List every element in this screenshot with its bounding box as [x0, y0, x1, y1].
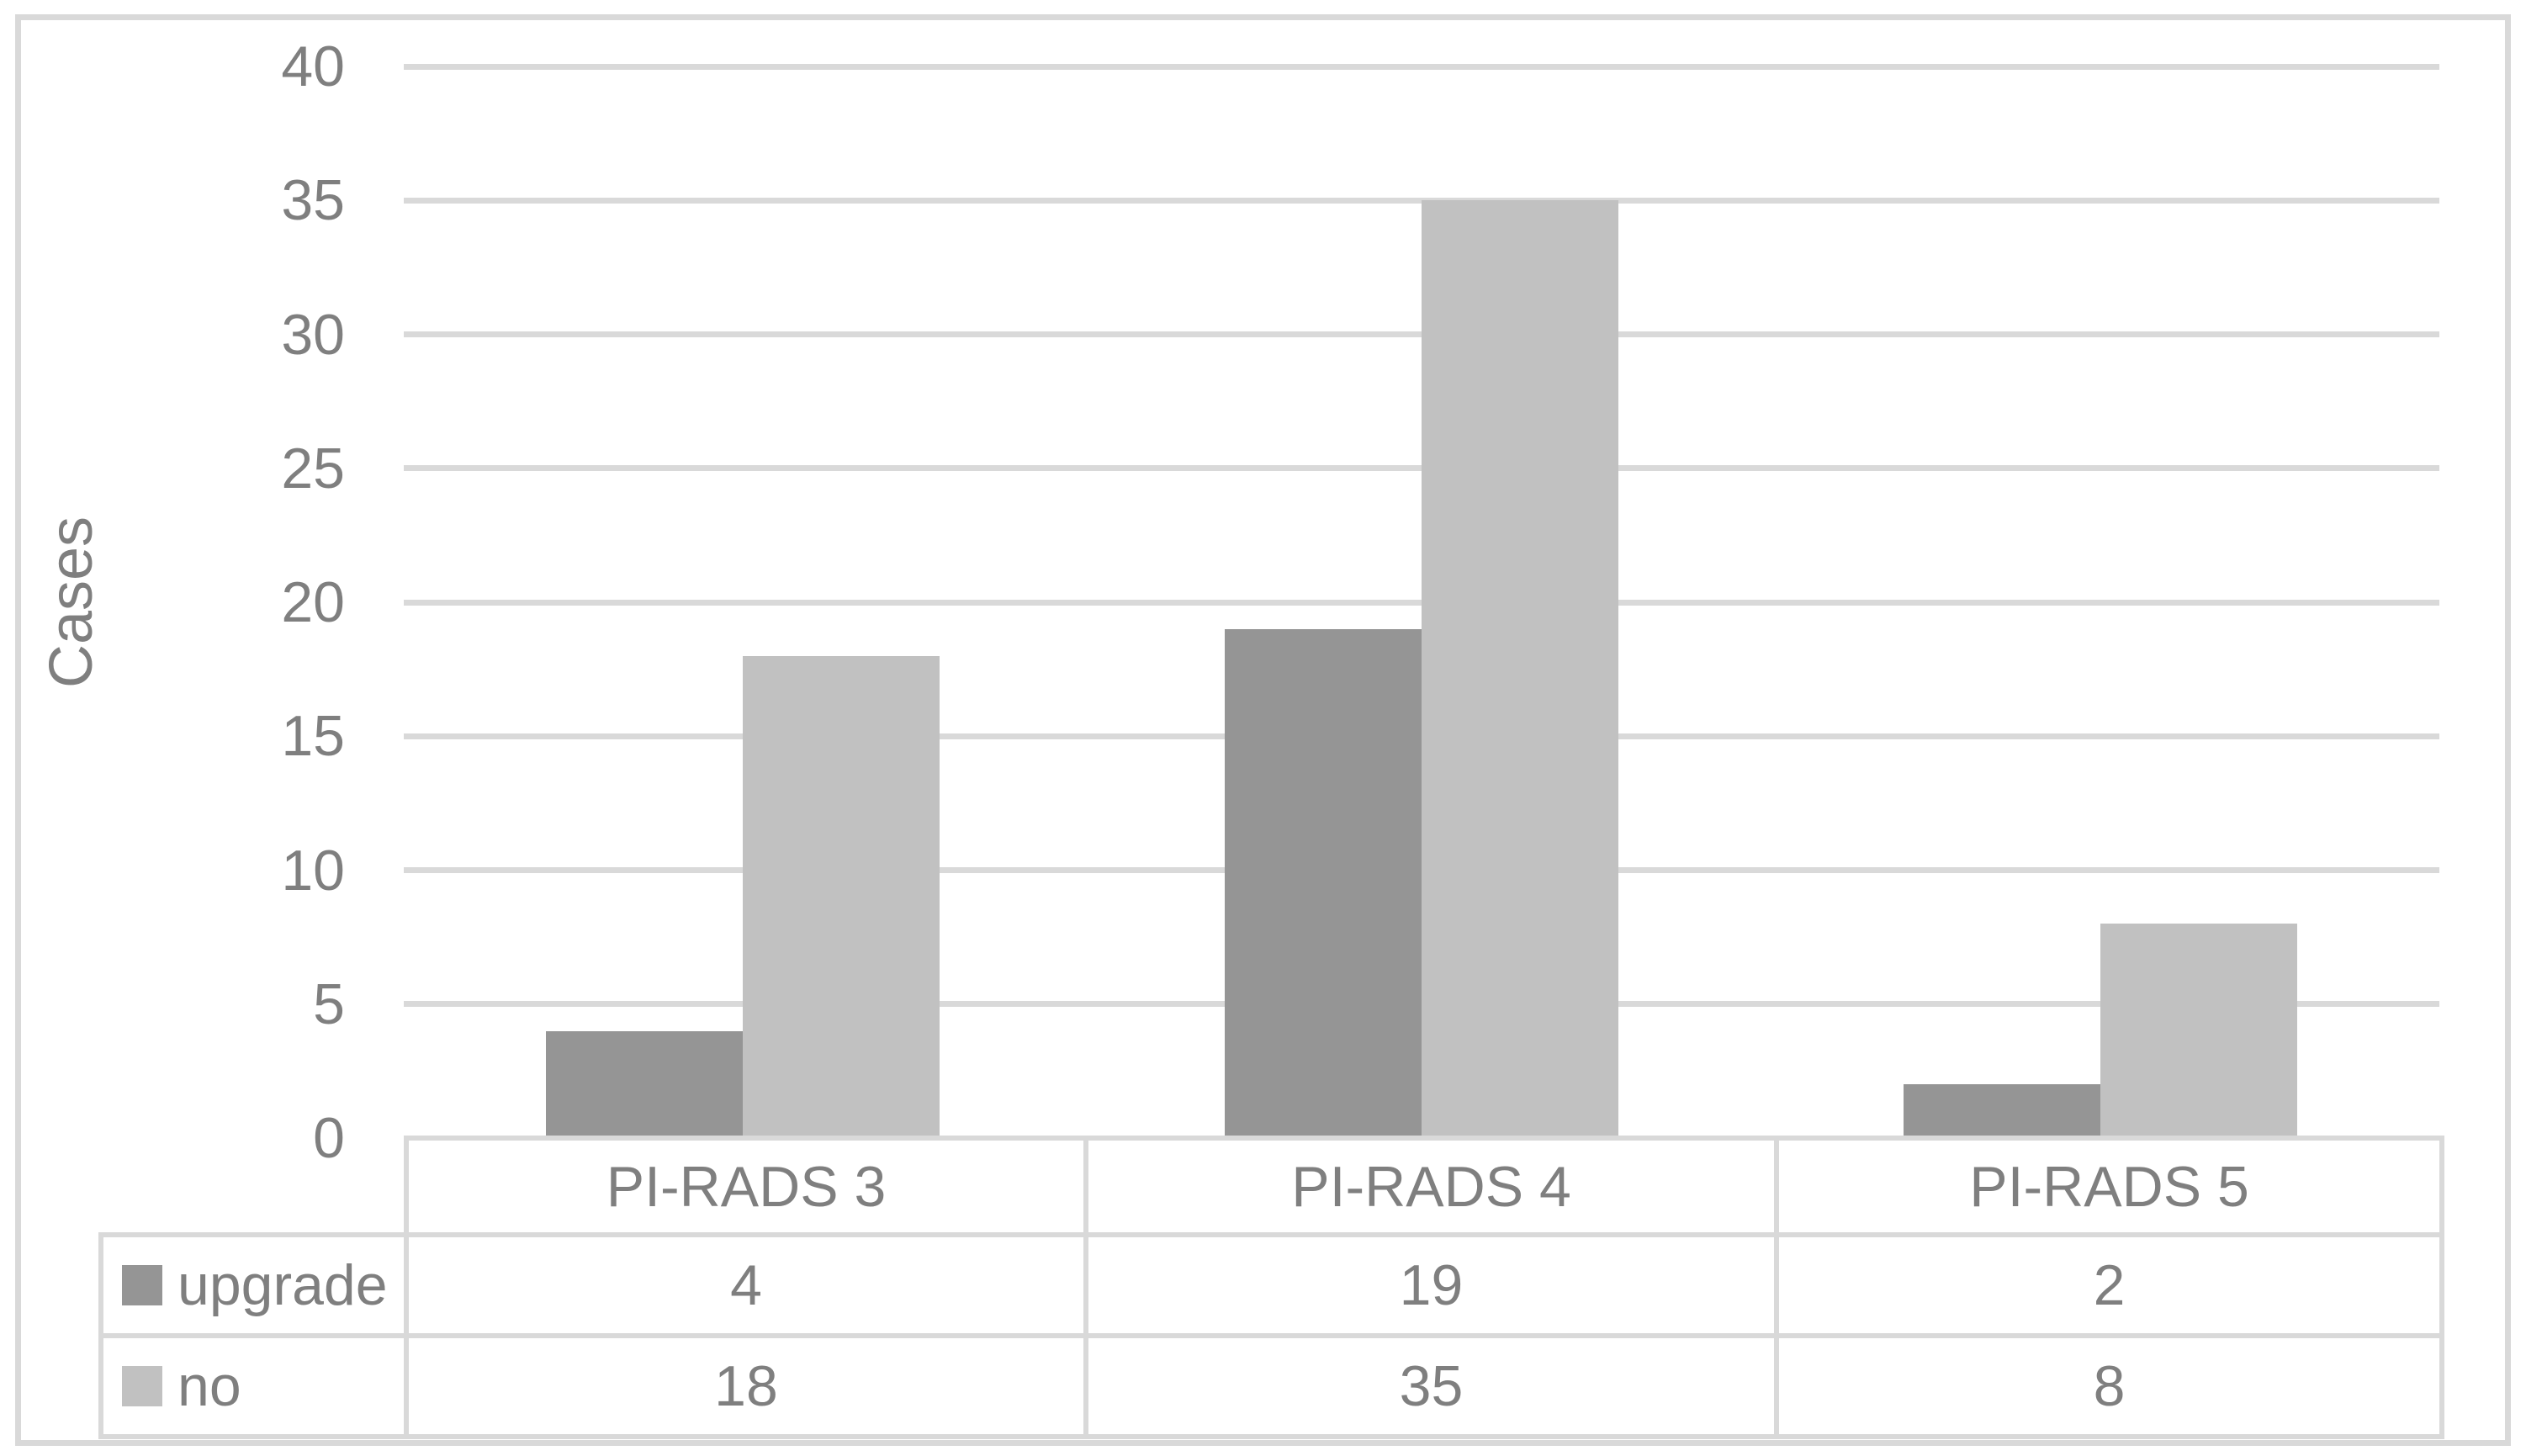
value-no-pi-rads-4: 35 — [1083, 1333, 1779, 1439]
bar-upgrade-pi-rads-4 — [1225, 628, 1422, 1138]
bar-no-pi-rads-3 — [743, 655, 940, 1138]
table-row-upgrade: upgrade 4 19 2 — [98, 1232, 2444, 1338]
legend-swatch-upgrade-icon — [122, 1265, 162, 1306]
y-tick-label-15: 15 — [281, 704, 345, 769]
bar-no-pi-rads-5 — [2100, 924, 2297, 1138]
table-header-row: PI-RADS 3 PI-RADS 4 PI-RADS 5 — [101, 1136, 2444, 1237]
legend-cell-upgrade: upgrade — [98, 1232, 409, 1338]
gridline-40 — [404, 63, 2439, 70]
category-header-pi-rads-5: PI-RADS 5 — [1774, 1136, 2444, 1237]
bar-upgrade-pi-rads-3 — [546, 1030, 744, 1138]
legend-label-no: no — [177, 1354, 241, 1418]
table-corner-cell — [101, 1138, 406, 1235]
value-upgrade-pi-rads-3: 4 — [404, 1232, 1088, 1338]
value-no-pi-rads-5: 8 — [1774, 1333, 2444, 1439]
bar-upgrade-pi-rads-5 — [1903, 1084, 2100, 1138]
y-tick-label-20: 20 — [281, 570, 345, 634]
y-tick-label-35: 35 — [281, 168, 345, 233]
y-tick-label-40: 40 — [281, 34, 345, 98]
legend-label-upgrade: upgrade — [177, 1253, 388, 1317]
y-tick-label-25: 25 — [281, 436, 345, 500]
y-tick-label-10: 10 — [281, 838, 345, 903]
category-header-pi-rads-4: PI-RADS 4 — [1083, 1136, 1779, 1237]
legend-swatch-no-icon — [122, 1366, 162, 1407]
y-tick-label-30: 30 — [281, 302, 345, 367]
bar-no-pi-rads-4 — [1422, 200, 1618, 1138]
value-upgrade-pi-rads-4: 19 — [1083, 1232, 1779, 1338]
category-header-pi-rads-3: PI-RADS 3 — [404, 1136, 1088, 1237]
y-tick-label-0: 0 — [313, 1106, 345, 1170]
legend-cell-no: no — [98, 1333, 409, 1439]
value-no-pi-rads-3: 18 — [404, 1333, 1088, 1439]
y-tick-label-5: 5 — [313, 972, 345, 1036]
table-row-no: no 18 35 8 — [98, 1333, 2444, 1439]
data-table: PI-RADS 3 PI-RADS 4 PI-RADS 5 upgrade 4 … — [98, 1136, 2444, 1439]
value-upgrade-pi-rads-5: 2 — [1774, 1232, 2444, 1338]
